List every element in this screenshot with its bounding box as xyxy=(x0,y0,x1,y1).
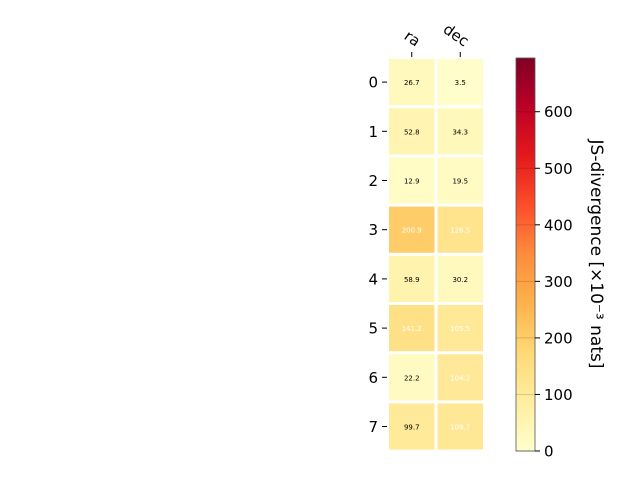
row-tick-label-7: 7 xyxy=(368,418,378,436)
heatmap-cell-5-ra xyxy=(389,305,435,352)
heatmap-cells: 26.7 3.5 52.8 34.3 12.9 19.5 200.9 126.5 58.9 30.… xyxy=(389,59,483,450)
cell-value-label: 30.2 xyxy=(452,276,468,284)
heatmap-cell-0-dec xyxy=(437,59,483,106)
colorbar-tick-label: 600 xyxy=(544,103,573,121)
heatmap-cell-5-dec xyxy=(437,305,483,352)
cell-value-label: 12.9 xyxy=(404,178,420,186)
heatmap-cell-1-ra xyxy=(389,108,435,155)
cell-value-label: 141.2 xyxy=(402,325,422,333)
heatmap-cell-1-dec xyxy=(437,108,483,155)
heatmap-cell-0-ra xyxy=(389,59,435,106)
cell-value-label: 99.7 xyxy=(404,424,420,432)
colorbar: 0 100 200 300 400 500 600 JS-divergence [×10⁻³… xyxy=(515,57,606,461)
cell-value-label: 200.9 xyxy=(402,227,422,235)
cell-value-label: 109.7 xyxy=(450,424,470,432)
cell-value-label: 104.2 xyxy=(450,374,470,382)
cell-value-label: 126.5 xyxy=(450,227,470,235)
heatmap-cell-7-dec xyxy=(437,403,483,450)
row-tick-label-0: 0 xyxy=(368,74,378,92)
cell-value-label: 52.8 xyxy=(404,128,420,136)
heatmap-cell-3-ra xyxy=(389,206,435,253)
cell-value-label: 34.3 xyxy=(452,128,468,136)
row-tick-label-5: 5 xyxy=(368,320,378,338)
row-tick-label-1: 1 xyxy=(368,123,378,141)
heatmap-cell-7-ra xyxy=(389,403,435,450)
cell-value-label: 22.2 xyxy=(404,374,420,382)
heatmap-cell-6-dec xyxy=(437,354,483,401)
row-axis: 0 1 2 3 4 5 6 7 xyxy=(368,74,387,436)
column-tick-label-dec: dec xyxy=(440,20,472,50)
row-tick-label-4: 4 xyxy=(368,270,378,288)
colorbar-tick-label: 100 xyxy=(544,386,573,404)
cell-value-label: 3.5 xyxy=(455,79,466,87)
cell-value-label: 105.5 xyxy=(450,325,470,333)
cell-value-label: 19.5 xyxy=(452,178,468,186)
heatmap-cell-4-dec xyxy=(437,255,483,302)
heatmap-cell-3-dec xyxy=(437,206,483,253)
colorbar-ticks: 0 100 200 300 400 500 600 xyxy=(516,103,573,461)
cell-value-label: 26.7 xyxy=(404,79,420,87)
row-tick-label-3: 3 xyxy=(368,221,378,239)
colorbar-gradient xyxy=(515,57,536,452)
colorbar-tick-label: 300 xyxy=(544,273,573,291)
colorbar-tick-label: 0 xyxy=(544,443,554,461)
column-axis: ra dec xyxy=(401,20,472,57)
colorbar-tick-label: 400 xyxy=(544,216,573,234)
heatmap-cell-2-dec xyxy=(437,157,483,204)
colorbar-tick-label: 200 xyxy=(544,329,573,347)
column-tick-label-ra: ra xyxy=(401,27,424,51)
colorbar-label: JS-divergence [×10⁻³ nats] xyxy=(586,139,606,369)
heatmap-cell-6-ra xyxy=(389,354,435,401)
row-tick-label-6: 6 xyxy=(368,369,378,387)
heatmap-cell-2-ra xyxy=(389,157,435,204)
colorbar-tick-label: 500 xyxy=(544,160,573,178)
cell-value-label: 58.9 xyxy=(404,276,420,284)
heatmap-cell-4-ra xyxy=(389,255,435,302)
row-tick-label-2: 2 xyxy=(368,172,378,190)
